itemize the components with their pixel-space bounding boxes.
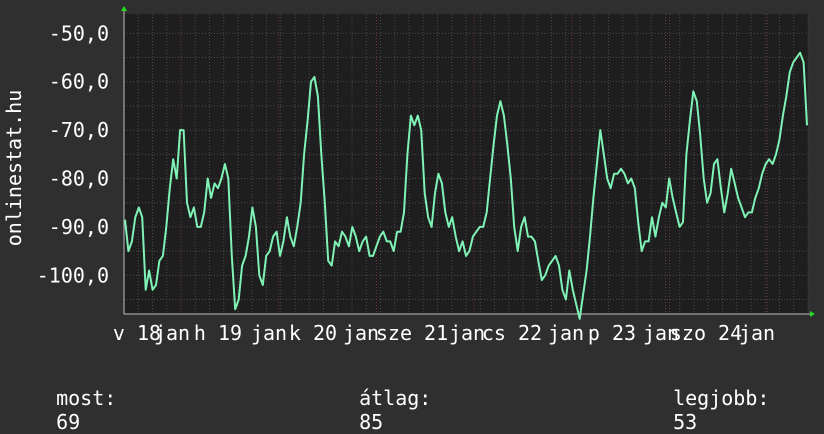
x-tick-label: szo 24 bbox=[670, 321, 742, 345]
stat-current: most: 69 bbox=[32, 362, 116, 434]
stat-average: átlag: 85 bbox=[335, 362, 431, 434]
x-tick-label: jan bbox=[343, 321, 379, 345]
stat-best-label: legjobb: bbox=[673, 386, 770, 410]
stat-current-label: most: bbox=[56, 386, 117, 410]
stat-current-value: 69 bbox=[56, 410, 81, 434]
stat-best-value: 53 bbox=[673, 410, 698, 434]
stat-best: legjobb: 53 bbox=[649, 362, 769, 434]
y-tick-label: -70,0 bbox=[49, 118, 109, 142]
x-tick-label: v 18 bbox=[113, 321, 161, 345]
stat-average-value: 85 bbox=[359, 410, 384, 434]
x-tick-label: sze 21 bbox=[376, 321, 448, 345]
y-tick-label: -90,0 bbox=[49, 215, 109, 239]
y-tick-label: -80,0 bbox=[49, 167, 109, 191]
x-tick-label: k 20 bbox=[289, 321, 337, 345]
x-tick-label: jan bbox=[449, 321, 485, 345]
x-tick-label: jan bbox=[548, 321, 584, 345]
x-axis-arrow bbox=[810, 311, 815, 317]
x-tick-label: jan bbox=[251, 321, 287, 345]
x-tick-label: h 19 bbox=[194, 321, 242, 345]
y-tick-label: -100,0 bbox=[37, 263, 109, 287]
y-axis-label-wrapper: onlinestat.hu bbox=[0, 0, 30, 320]
x-tick-label: jan bbox=[739, 321, 775, 345]
y-axis-label: onlinestat.hu bbox=[2, 90, 26, 247]
x-tick-label: jan bbox=[643, 321, 679, 345]
series-line bbox=[124, 51, 808, 320]
x-tick-label: cs 22 bbox=[482, 321, 542, 345]
x-tick-label: p 23 bbox=[588, 321, 636, 345]
y-axis-arrow bbox=[121, 6, 127, 11]
y-tick-label: -60,0 bbox=[49, 70, 109, 94]
x-tick-label: jan bbox=[154, 321, 190, 345]
chart-container: -50,0 -60,0 -70,0 -80,0 -90,0 -100,0 v 18 jan h … bbox=[37, 6, 815, 345]
y-tick-label: -50,0 bbox=[49, 21, 109, 45]
stat-average-label: átlag: bbox=[359, 386, 432, 410]
y-axis-label-svg: onlinestat.hu bbox=[2, 90, 26, 247]
